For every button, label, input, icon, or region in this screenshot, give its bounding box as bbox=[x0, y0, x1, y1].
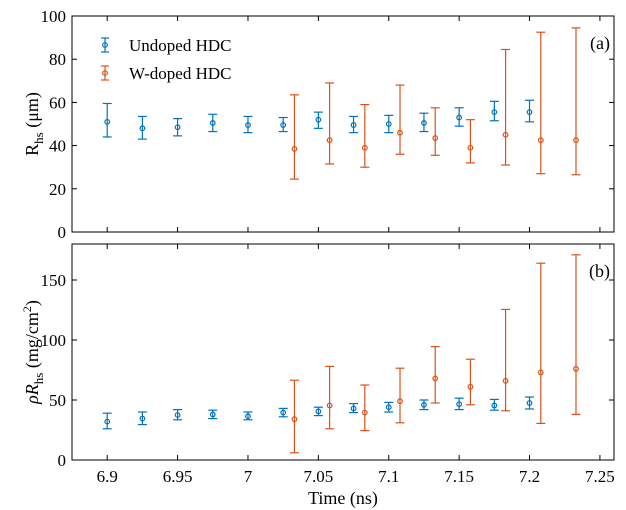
legend: Undoped HDC W-doped HDC bbox=[101, 36, 231, 83]
y-tick-label: 20 bbox=[49, 180, 66, 199]
errorbar-point-undoped bbox=[349, 403, 359, 414]
errorbar-point-undoped bbox=[173, 409, 183, 421]
errorbar-point-undoped bbox=[489, 100, 499, 122]
y-tick-label: 50 bbox=[49, 391, 66, 410]
legend-label-wdoped: W-doped HDC bbox=[129, 64, 231, 83]
errorbar-point-undoped bbox=[419, 112, 429, 133]
errorbar-point-wdoped bbox=[325, 82, 335, 165]
x-tick-label: 7.15 bbox=[444, 467, 474, 486]
panel-b-ylabel-unit: (mg/cm bbox=[22, 312, 43, 373]
errorbar-point-wdoped bbox=[430, 346, 440, 404]
panel-b: 0 50 100 150 6.9 6.95 7 7.05 7.1 7.15 7.2 7.25 (b)… bbox=[20, 243, 615, 509]
panel-a-ylabel-unit: (μm) bbox=[22, 92, 43, 132]
x-tick-label: 7 bbox=[244, 467, 253, 486]
errorbar-point-wdoped bbox=[536, 262, 546, 424]
errorbar-point-undoped bbox=[313, 406, 323, 417]
errorbar-point-wdoped bbox=[325, 365, 335, 430]
panel-b-y-axis-label: ρRhs (mg/cm2) bbox=[20, 300, 46, 405]
errorbar-point-undoped bbox=[102, 412, 112, 430]
legend-marker-wdoped bbox=[101, 65, 109, 81]
panel-b-ylabel-sup: 2 bbox=[20, 306, 34, 312]
y-tick-label: 0 bbox=[58, 223, 67, 242]
panel-b-x-ticks: 6.9 6.95 7 7.05 7.1 7.15 7.2 7.25 bbox=[97, 244, 615, 486]
errorbar-point-undoped bbox=[102, 102, 112, 138]
y-tick-label: 150 bbox=[41, 271, 67, 290]
errorbar-point-wdoped bbox=[465, 358, 475, 406]
x-tick-label: 6.95 bbox=[163, 467, 193, 486]
panel-b-label: (b) bbox=[589, 261, 610, 282]
panel-a-ylabel-main: R bbox=[22, 144, 42, 156]
errorbar-point-undoped bbox=[313, 111, 323, 129]
errorbar-point-wdoped bbox=[430, 107, 440, 156]
errorbar-point-undoped bbox=[208, 113, 218, 133]
errorbar-point-undoped bbox=[419, 399, 429, 411]
errorbar-point-wdoped bbox=[395, 367, 405, 424]
panel-b-y-ticks: 0 50 100 150 bbox=[41, 271, 614, 470]
legend-label-undoped: Undoped HDC bbox=[129, 36, 231, 55]
x-tick-label: 7.2 bbox=[519, 467, 540, 486]
errorbar-point-wdoped bbox=[465, 119, 475, 164]
y-tick-label: 100 bbox=[41, 331, 67, 350]
x-axis-label: Time (ns) bbox=[308, 488, 378, 509]
errorbar-point-undoped bbox=[384, 401, 394, 413]
panel-a-x-ticks bbox=[106, 16, 601, 232]
errorbar-point-undoped bbox=[278, 116, 288, 133]
errorbar-point-wdoped bbox=[289, 94, 299, 180]
errorbar-point-undoped bbox=[384, 114, 394, 134]
panel-a-y-ticks: 0 20 40 60 80 100 bbox=[41, 7, 614, 242]
x-tick-label: 7.05 bbox=[303, 467, 333, 486]
panel-a-frame bbox=[71, 15, 615, 233]
panel-b-frame bbox=[71, 243, 615, 461]
errorbar-point-undoped bbox=[454, 107, 464, 127]
y-tick-label: 40 bbox=[49, 137, 66, 156]
y-tick-label: 60 bbox=[49, 93, 66, 112]
errorbar-point-wdoped bbox=[289, 379, 299, 454]
errorbar-point-wdoped bbox=[360, 103, 370, 168]
y-tick-label: 80 bbox=[49, 50, 66, 69]
panel-a-label: (a) bbox=[590, 33, 610, 54]
errorbar-point-undoped bbox=[489, 398, 499, 411]
panel-b-marks bbox=[102, 254, 581, 454]
legend-marker-undoped bbox=[101, 37, 109, 53]
panel-a: 0 20 40 60 80 100 (a) Rhs (μm) Undoped HDC W-… bbox=[22, 7, 615, 242]
errorbar-point-wdoped bbox=[501, 308, 511, 412]
errorbar-point-undoped bbox=[137, 115, 147, 140]
errorbar-point-wdoped bbox=[501, 48, 511, 166]
panel-a-ylabel-sub: hs bbox=[31, 132, 46, 144]
x-tick-label: 6.9 bbox=[97, 467, 118, 486]
errorbar-point-wdoped bbox=[536, 31, 546, 175]
errorbar-point-undoped bbox=[208, 409, 218, 420]
x-tick-label: 7.1 bbox=[378, 467, 399, 486]
errorbar-point-undoped bbox=[454, 397, 464, 411]
errorbar-point-wdoped bbox=[571, 27, 581, 176]
errorbar-point-undoped bbox=[243, 115, 253, 134]
errorbar-point-undoped bbox=[173, 117, 183, 137]
errorbar-point-undoped bbox=[349, 115, 359, 134]
errorbar-point-undoped bbox=[243, 411, 253, 421]
y-tick-label: 0 bbox=[58, 451, 67, 470]
panel-b-ylabel-close: ) bbox=[22, 300, 43, 306]
errorbar-point-wdoped bbox=[395, 84, 405, 155]
panel-b-ylabel-sub: hs bbox=[31, 373, 46, 385]
y-tick-label: 100 bbox=[41, 7, 67, 26]
x-tick-label: 7.25 bbox=[585, 467, 615, 486]
panel-b-ylabel-main: ρR bbox=[22, 384, 42, 405]
errorbar-point-undoped bbox=[525, 396, 535, 410]
panel-a-y-axis-label: Rhs (μm) bbox=[22, 92, 46, 156]
errorbar-point-undoped bbox=[278, 407, 288, 418]
errorbar-point-wdoped bbox=[571, 254, 581, 415]
errorbar-point-undoped bbox=[137, 411, 147, 426]
panel-a-marks bbox=[102, 27, 581, 180]
errorbar-point-undoped bbox=[525, 99, 535, 123]
errorbar-point-wdoped bbox=[360, 384, 370, 432]
